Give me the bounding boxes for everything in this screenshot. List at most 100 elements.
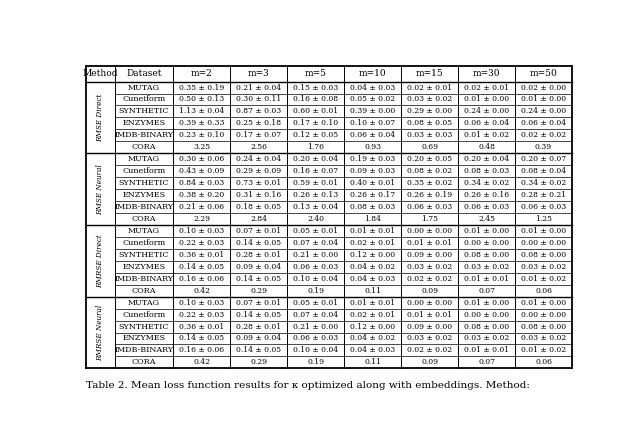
Text: 0.00 ± 0.00: 0.00 ± 0.00 (464, 239, 509, 247)
Text: 0.59 ± 0.01: 0.59 ± 0.01 (293, 179, 338, 187)
Text: MUTAG: MUTAG (128, 155, 160, 163)
Text: 0.01 ± 0.01: 0.01 ± 0.01 (350, 227, 396, 235)
Text: 0.14 ± 0.05: 0.14 ± 0.05 (236, 239, 281, 247)
Text: 0.28 ± 0.01: 0.28 ± 0.01 (236, 323, 281, 331)
Text: 0.04 ± 0.02: 0.04 ± 0.02 (350, 335, 396, 342)
Text: 0.08 ± 0.00: 0.08 ± 0.00 (464, 251, 509, 259)
Text: 0.19: 0.19 (307, 358, 324, 366)
Text: 0.17 ± 0.10: 0.17 ± 0.10 (293, 119, 338, 127)
Text: 0.08 ± 0.00: 0.08 ± 0.00 (521, 323, 566, 331)
Text: CORA: CORA (132, 143, 156, 151)
Text: 0.39: 0.39 (535, 143, 552, 151)
Text: 0.29 ± 0.09: 0.29 ± 0.09 (236, 167, 281, 175)
Text: 0.14 ± 0.05: 0.14 ± 0.05 (236, 346, 281, 354)
Text: Method: Method (83, 69, 118, 78)
Text: ENZYMES: ENZYMES (122, 191, 166, 199)
Text: m=50: m=50 (530, 69, 557, 78)
Text: 0.10 ± 0.03: 0.10 ± 0.03 (179, 227, 225, 235)
Text: 0.08 ± 0.03: 0.08 ± 0.03 (350, 203, 396, 211)
Text: 0.04 ± 0.03: 0.04 ± 0.03 (350, 275, 396, 283)
Text: 0.26 ± 0.17: 0.26 ± 0.17 (350, 191, 396, 199)
Text: 0.20 ± 0.07: 0.20 ± 0.07 (521, 155, 566, 163)
Text: 0.01 ± 0.02: 0.01 ± 0.02 (521, 275, 566, 283)
Text: 2.84: 2.84 (250, 215, 268, 223)
Text: 0.34 ± 0.02: 0.34 ± 0.02 (521, 179, 566, 187)
Text: 2.40: 2.40 (307, 215, 324, 223)
Text: 0.02 ± 0.01: 0.02 ± 0.01 (350, 310, 396, 319)
Text: 0.11: 0.11 (364, 358, 381, 366)
Text: 0.60 ± 0.01: 0.60 ± 0.01 (293, 108, 338, 116)
Text: 0.01 ± 0.02: 0.01 ± 0.02 (464, 131, 509, 139)
Text: IMDB-BINARY: IMDB-BINARY (115, 275, 173, 283)
Text: 0.03 ± 0.02: 0.03 ± 0.02 (521, 263, 566, 271)
Text: MUTAG: MUTAG (128, 83, 160, 91)
Text: 1.75: 1.75 (421, 215, 438, 223)
Text: Cuneiform: Cuneiform (122, 95, 166, 103)
Text: SYNTHETIC: SYNTHETIC (119, 323, 169, 331)
Text: MUTAG: MUTAG (128, 227, 160, 235)
Text: 0.09: 0.09 (421, 358, 438, 366)
Text: RMSE Direct: RMSE Direct (97, 93, 104, 142)
Text: ENZYMES: ENZYMES (122, 263, 166, 271)
Text: 0.26 ± 0.19: 0.26 ± 0.19 (407, 191, 452, 199)
Text: 0.29 ± 0.00: 0.29 ± 0.00 (407, 108, 452, 116)
Text: 0.03 ± 0.02: 0.03 ± 0.02 (464, 263, 509, 271)
Text: 2.45: 2.45 (478, 215, 495, 223)
Text: Cuneiform: Cuneiform (122, 239, 166, 247)
Text: 0.35 ± 0.02: 0.35 ± 0.02 (407, 179, 452, 187)
Text: 0.01 ± 0.01: 0.01 ± 0.01 (350, 299, 396, 306)
Text: 0.16 ± 0.06: 0.16 ± 0.06 (179, 346, 224, 354)
Text: 0.19: 0.19 (307, 287, 324, 295)
Text: 0.42: 0.42 (193, 287, 210, 295)
Text: SYNTHETIC: SYNTHETIC (119, 251, 169, 259)
Text: 0.21 ± 0.00: 0.21 ± 0.00 (293, 251, 338, 259)
Text: 0.93: 0.93 (364, 143, 381, 151)
Text: RMSE Neural: RMSE Neural (97, 164, 104, 215)
Text: 0.09 ± 0.03: 0.09 ± 0.03 (350, 167, 396, 175)
Text: 0.10 ± 0.04: 0.10 ± 0.04 (293, 346, 338, 354)
Text: 0.39 ± 0.00: 0.39 ± 0.00 (350, 108, 396, 116)
Text: 0.01 ± 0.00: 0.01 ± 0.00 (464, 95, 509, 103)
Text: 0.21 ± 0.00: 0.21 ± 0.00 (293, 323, 338, 331)
Text: m=15: m=15 (416, 69, 444, 78)
Text: m=3: m=3 (248, 69, 269, 78)
Text: 0.00 ± 0.00: 0.00 ± 0.00 (407, 227, 452, 235)
Text: 0.01 ± 0.01: 0.01 ± 0.01 (464, 275, 509, 283)
Text: 0.00 ± 0.00: 0.00 ± 0.00 (464, 310, 509, 319)
Text: 0.06 ± 0.04: 0.06 ± 0.04 (464, 119, 509, 127)
Text: 0.12 ± 0.05: 0.12 ± 0.05 (293, 131, 338, 139)
Text: 0.02 ± 0.02: 0.02 ± 0.02 (407, 275, 452, 283)
Text: 0.03 ± 0.03: 0.03 ± 0.03 (407, 131, 452, 139)
Text: 0.87 ± 0.03: 0.87 ± 0.03 (236, 108, 282, 116)
Text: 0.05 ± 0.01: 0.05 ± 0.01 (293, 299, 338, 306)
Text: 3.25: 3.25 (193, 143, 211, 151)
Text: 0.84 ± 0.03: 0.84 ± 0.03 (179, 179, 225, 187)
Text: 0.48: 0.48 (478, 143, 495, 151)
Text: 0.69: 0.69 (421, 143, 438, 151)
Text: 0.14 ± 0.05: 0.14 ± 0.05 (236, 275, 281, 283)
Text: IMDB-BINARY: IMDB-BINARY (115, 203, 173, 211)
Text: 0.10 ± 0.03: 0.10 ± 0.03 (179, 299, 225, 306)
Text: 2.29: 2.29 (193, 215, 210, 223)
Text: 0.16 ± 0.07: 0.16 ± 0.07 (293, 167, 338, 175)
Text: 1.76: 1.76 (307, 143, 324, 151)
Text: IMDB-BINARY: IMDB-BINARY (115, 131, 173, 139)
Text: SYNTHETIC: SYNTHETIC (119, 108, 169, 116)
Text: 0.03 ± 0.02: 0.03 ± 0.02 (407, 263, 452, 271)
Text: 0.16 ± 0.06: 0.16 ± 0.06 (179, 275, 224, 283)
Text: 0.23 ± 0.10: 0.23 ± 0.10 (179, 131, 225, 139)
Text: 0.29: 0.29 (250, 358, 268, 366)
Text: 0.09 ± 0.04: 0.09 ± 0.04 (236, 335, 281, 342)
Text: m=2: m=2 (191, 69, 212, 78)
Text: 0.06 ± 0.04: 0.06 ± 0.04 (350, 131, 396, 139)
Text: 0.02 ± 0.01: 0.02 ± 0.01 (407, 83, 452, 91)
Text: ENZYMES: ENZYMES (122, 335, 166, 342)
Text: 0.30 ± 0.11: 0.30 ± 0.11 (236, 95, 282, 103)
Text: Table 2. Mean loss function results for κ optimized along with embeddings. Metho: Table 2. Mean loss function results for … (86, 381, 530, 390)
Text: 0.35 ± 0.19: 0.35 ± 0.19 (179, 83, 225, 91)
Text: 0.42: 0.42 (193, 358, 210, 366)
Text: 0.73 ± 0.01: 0.73 ± 0.01 (236, 179, 282, 187)
Text: 0.30 ± 0.06: 0.30 ± 0.06 (179, 155, 225, 163)
Text: 0.38 ± 0.20: 0.38 ± 0.20 (179, 191, 225, 199)
Text: 0.18 ± 0.05: 0.18 ± 0.05 (236, 203, 281, 211)
